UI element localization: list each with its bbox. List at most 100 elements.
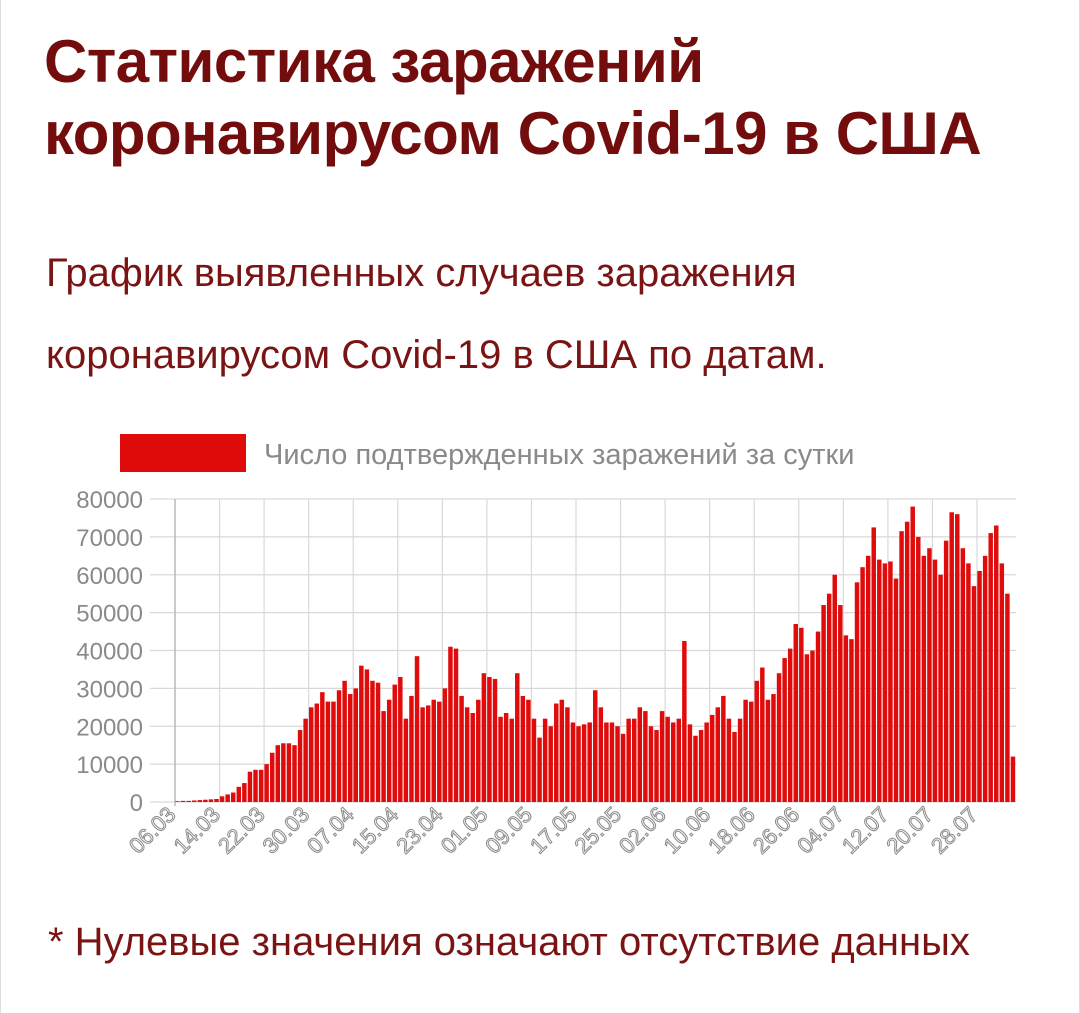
- bar: [470, 712, 475, 802]
- bar: [353, 688, 358, 802]
- bar: [520, 695, 526, 802]
- bar: [626, 718, 631, 802]
- bar: [682, 641, 687, 802]
- bar: [648, 726, 654, 802]
- x-tick-label: 18.06: [703, 802, 760, 859]
- bar: [292, 745, 297, 802]
- cases-bar-chart: Число подтвержденных заражений за сутки …: [76, 434, 1016, 859]
- y-tick-label: 60000: [76, 563, 143, 590]
- bar: [921, 555, 927, 802]
- y-tick-label: 20000: [76, 714, 143, 741]
- bar: [787, 648, 793, 802]
- bar: [609, 722, 615, 802]
- bar: [826, 593, 832, 802]
- bar: [709, 714, 715, 802]
- bar: [225, 794, 230, 802]
- bar: [492, 678, 498, 802]
- bar: [286, 743, 292, 802]
- bar: [999, 563, 1005, 802]
- bar: [732, 731, 737, 802]
- y-axis-ticks: 0 10000 20000 30000 40000 50000 60000 70000 8000…: [76, 487, 143, 817]
- x-tick-label: 17.05: [525, 802, 582, 859]
- bar: [659, 711, 665, 802]
- bar: [693, 735, 698, 802]
- bar: [793, 623, 798, 802]
- x-tick-label: 14.03: [168, 802, 225, 859]
- bar: [776, 673, 782, 802]
- bar: [620, 733, 626, 802]
- bar: [437, 701, 442, 802]
- bar: [832, 574, 837, 802]
- x-tick-label: 20.07: [881, 802, 938, 859]
- bar: [392, 684, 397, 802]
- bar: [448, 646, 453, 802]
- bar: [559, 699, 565, 802]
- bar: [815, 631, 821, 802]
- bar: [704, 722, 709, 802]
- x-tick-label: 23.04: [391, 802, 448, 859]
- bar: [414, 656, 420, 802]
- bar: [955, 514, 960, 802]
- chart-gridlines: [150, 498, 1016, 806]
- bar: [425, 705, 431, 802]
- x-tick-label: 04.07: [792, 802, 849, 859]
- page-subtitle: График выявленных случаев заражения коро…: [46, 251, 827, 377]
- bar: [838, 605, 843, 802]
- bar: [297, 730, 303, 802]
- bar: [481, 673, 487, 802]
- bar: [336, 690, 342, 802]
- legend-label: Число подтвержденных заражений за сутки: [264, 439, 854, 471]
- bar: [676, 718, 682, 802]
- bar: [760, 667, 765, 802]
- bar: [765, 699, 771, 802]
- bar: [877, 559, 882, 802]
- bar: [916, 536, 921, 802]
- bar: [938, 574, 943, 802]
- bar: [308, 707, 314, 802]
- bar: [581, 724, 587, 802]
- bar: [386, 699, 392, 802]
- bar: [726, 718, 732, 802]
- y-tick-label: 0: [130, 790, 143, 817]
- bar: [971, 586, 977, 802]
- bar: [320, 692, 325, 802]
- bar: [192, 800, 197, 802]
- bar: [347, 694, 353, 802]
- bar: [214, 798, 219, 802]
- bar: [442, 688, 448, 802]
- bar: [180, 800, 186, 802]
- bar: [364, 669, 370, 802]
- bar: [587, 722, 592, 802]
- bar: [219, 796, 225, 802]
- bar: [593, 690, 598, 802]
- bar: [982, 555, 988, 802]
- bar: [994, 525, 999, 802]
- bar: [743, 699, 748, 802]
- bar: [203, 799, 208, 802]
- bar: [943, 540, 949, 802]
- bar: [247, 771, 253, 802]
- bar: [748, 701, 754, 802]
- bar: [420, 707, 425, 802]
- bar: [258, 769, 264, 802]
- bar: [253, 769, 258, 802]
- bar: [966, 563, 971, 802]
- bar: [275, 745, 281, 802]
- x-tick-label: 22.03: [213, 802, 270, 859]
- bar: [721, 695, 726, 802]
- bar: [854, 582, 860, 802]
- bar: [576, 726, 581, 802]
- bar: [810, 650, 815, 802]
- bar: [381, 711, 386, 802]
- footnote: * Нулевые значения означают отсутствие д…: [48, 920, 970, 964]
- bar: [269, 752, 275, 802]
- bar: [236, 786, 242, 802]
- bar: [888, 561, 893, 802]
- bar: [515, 673, 520, 802]
- bar: [476, 699, 481, 802]
- bar: [565, 707, 570, 802]
- bar: [910, 506, 915, 802]
- bar: [542, 718, 548, 802]
- bar: [431, 699, 436, 802]
- bar: [175, 801, 180, 802]
